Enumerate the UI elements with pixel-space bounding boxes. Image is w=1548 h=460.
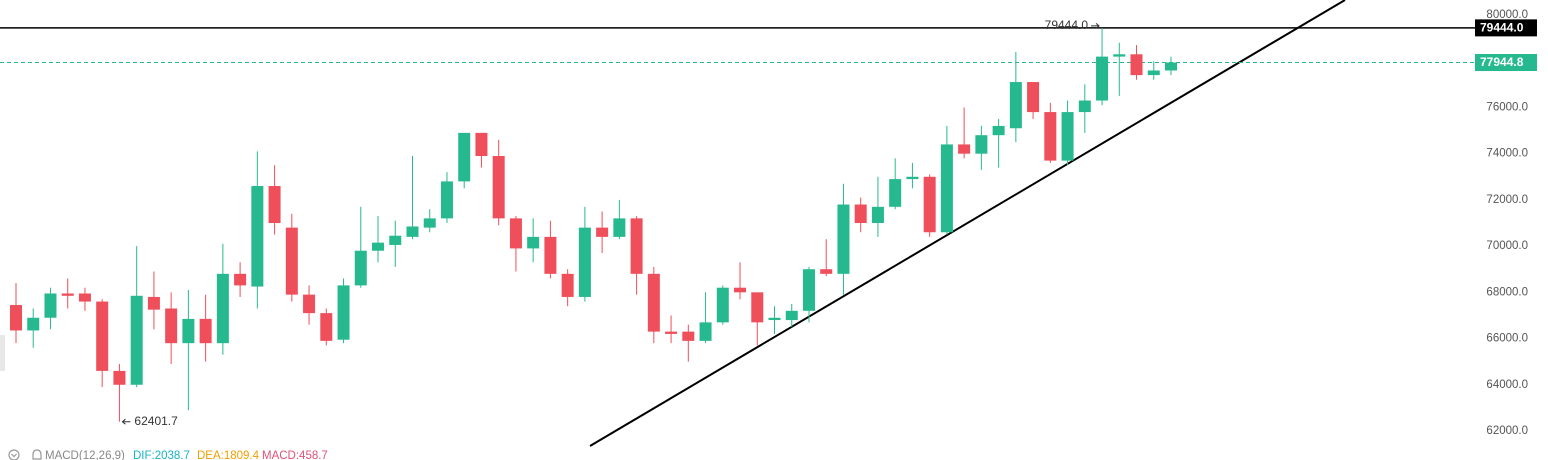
candle-body (1009, 82, 1022, 129)
candle-body (113, 370, 126, 385)
price-label: 77944.8 (1480, 55, 1524, 69)
candle-body (199, 318, 212, 344)
price-label: 79444.0 (1480, 21, 1524, 35)
candle-body (147, 296, 160, 310)
y-tick-label: 70000.0 (1486, 240, 1528, 252)
candle-body (751, 292, 764, 323)
candle-body (785, 310, 798, 321)
collapse-icon[interactable] (8, 449, 20, 460)
candle-body (1061, 112, 1074, 161)
candle-body (1147, 70, 1160, 76)
candle-body (923, 176, 936, 233)
candle-body (854, 204, 867, 223)
candle-body (96, 301, 109, 371)
candle-body (837, 204, 850, 274)
candle-body (458, 132, 471, 182)
candle-body (130, 295, 143, 385)
candle-body (1044, 112, 1057, 161)
indicator-label: MACD(12,26,9) (45, 450, 125, 460)
candle-body (61, 293, 74, 296)
candle-body (802, 269, 815, 311)
indicator-value: DIF:2038.7 (133, 450, 190, 460)
candle-body (630, 218, 643, 274)
candle-body (820, 269, 833, 274)
candle-body (527, 236, 540, 249)
trend-line (589, 0, 1346, 447)
candle-body (251, 186, 264, 287)
candle-body (165, 308, 178, 344)
candle-body (44, 293, 57, 318)
price-label-box (1475, 54, 1537, 72)
price-label-box (1475, 19, 1537, 37)
candle-body (268, 186, 281, 223)
low-arrow (121, 418, 131, 425)
candle-body (889, 179, 902, 207)
candle-body (1113, 54, 1126, 57)
candle-body (613, 218, 626, 237)
candle-body (561, 273, 574, 297)
candle-body (285, 227, 298, 295)
y-tick-label: 74000.0 (1486, 148, 1528, 160)
candle-body (734, 287, 747, 293)
candle-body (1165, 62, 1177, 71)
candle-body (406, 226, 419, 237)
candle-body (423, 218, 436, 228)
candle-body (906, 176, 919, 180)
candle-body (940, 144, 953, 233)
y-tick-label: 68000.0 (1486, 286, 1528, 298)
side-tab[interactable] (0, 335, 5, 371)
low-label: 62401.7 (134, 414, 178, 428)
candle-body (1130, 54, 1143, 76)
candle-body (234, 273, 247, 286)
candle-body (682, 331, 695, 341)
candle-body (492, 155, 505, 219)
candle-body (440, 181, 453, 219)
high-arrow (1091, 22, 1100, 29)
candle-body (1027, 82, 1040, 113)
candle-body (372, 242, 385, 251)
chevron (11, 453, 17, 458)
candle-body (768, 317, 781, 321)
candle-body (992, 125, 1005, 136)
indicator-value: DEA:1809.4 (197, 450, 260, 460)
candle-body (182, 318, 195, 344)
y-tick-label: 72000.0 (1486, 194, 1528, 206)
y-tick-label: 80000.0 (1486, 9, 1528, 21)
candle-body (475, 132, 488, 156)
candle-body (665, 331, 678, 334)
candle-body (716, 287, 729, 323)
candle-body (578, 227, 591, 297)
candle-body (1096, 56, 1109, 101)
bell-icon[interactable] (32, 449, 42, 460)
candle-body (1078, 100, 1091, 113)
candle-body (699, 322, 712, 341)
candle-body (975, 135, 988, 154)
candle-body (647, 273, 660, 332)
indicator-value: MACD:458.7 (262, 450, 328, 460)
candle-body (10, 305, 22, 331)
candle-body (871, 206, 884, 223)
candle-body (78, 293, 91, 302)
candle-body (958, 144, 971, 154)
y-tick-label: 66000.0 (1486, 333, 1528, 345)
indicator-icons (8, 449, 42, 460)
candle-body (544, 236, 557, 274)
candle-body (27, 317, 40, 331)
candle-body (354, 250, 367, 286)
y-tick-label: 64000.0 (1486, 379, 1528, 391)
y-tick-label: 62000.0 (1486, 425, 1528, 437)
y-tick-label: 76000.0 (1486, 101, 1528, 113)
candle-body (337, 285, 350, 340)
high-label: 79444.0 (1045, 18, 1089, 32)
candle-body (216, 273, 229, 344)
candle-body (389, 235, 402, 245)
candle-body (320, 313, 333, 341)
candle-body (596, 227, 609, 237)
candle-body (303, 294, 316, 314)
candle-body (509, 218, 522, 249)
